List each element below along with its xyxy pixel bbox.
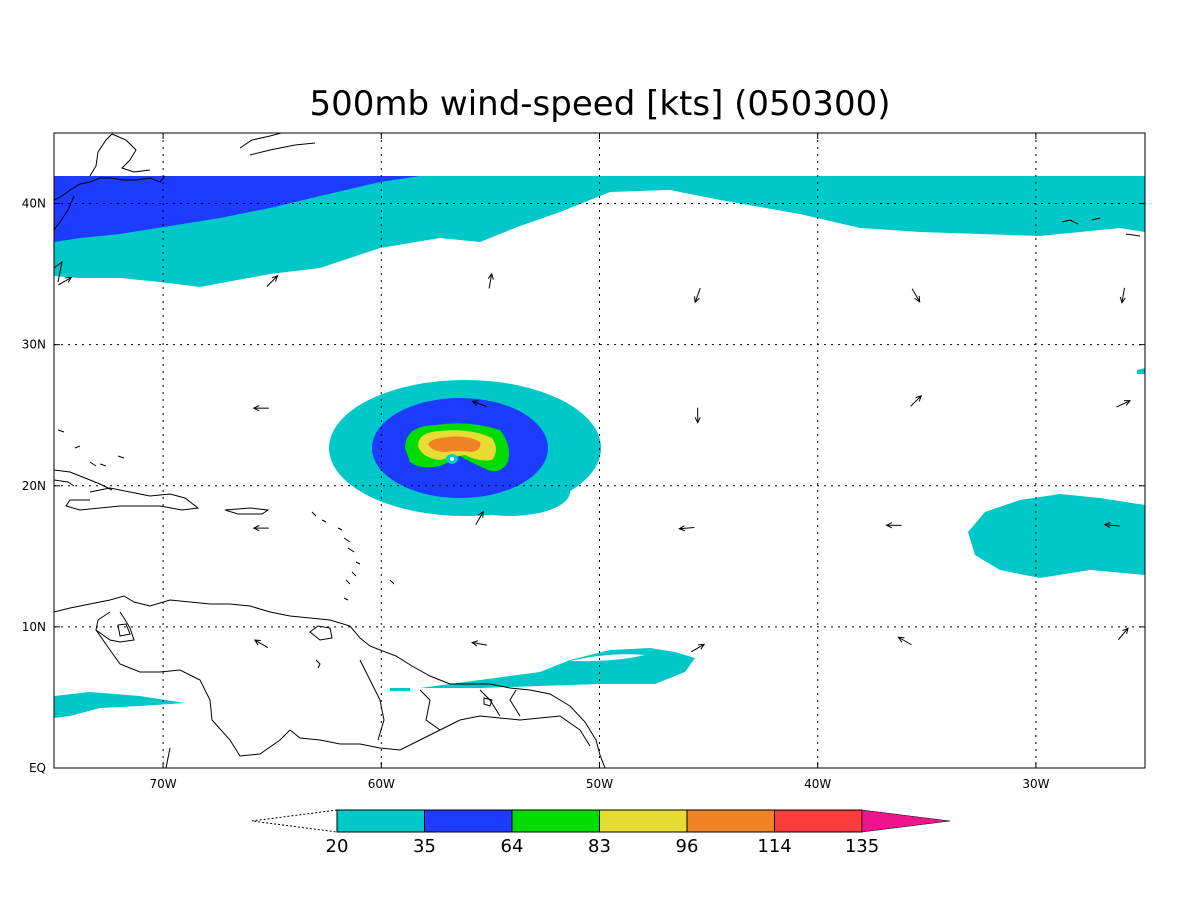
wind-vector xyxy=(471,400,487,407)
colorbar-level-label: 64 xyxy=(501,836,524,857)
lon-tick-label: 30W xyxy=(1022,777,1049,791)
coast-bahamas xyxy=(57,429,125,467)
wind-vectors xyxy=(58,272,1132,653)
lat-tick-label: 30N xyxy=(22,338,46,352)
lon-tick-label: 50W xyxy=(586,777,613,791)
south-strip-hole xyxy=(570,654,645,662)
colorbar-level-label: 114 xyxy=(757,836,791,857)
colorbar-level-label: 135 xyxy=(845,836,879,857)
wind-vector xyxy=(253,639,269,649)
wind-vector xyxy=(678,525,695,532)
colorbar-low-end xyxy=(251,809,338,833)
wind-vector xyxy=(694,407,701,424)
wind-vector xyxy=(885,522,902,529)
coast-north-america xyxy=(54,133,166,201)
wind-vector xyxy=(1119,287,1126,304)
wind-vector xyxy=(475,510,484,525)
colorbar-level-label: 83 xyxy=(588,836,611,857)
graticule xyxy=(54,133,1145,768)
coast-cuba xyxy=(54,469,113,491)
colorbar-level-label: 96 xyxy=(676,836,699,857)
colorbar: 20 35 64 83 96 114 135 xyxy=(251,809,951,857)
lat-tick-label: 10N xyxy=(22,620,46,634)
coast-trinidad xyxy=(309,625,333,641)
coast-south-america xyxy=(54,595,606,768)
longitude-axis: 70W 60W 50W 40W 30W xyxy=(150,133,1050,791)
south-strip-west xyxy=(390,688,410,691)
lat-tick-label: EQ xyxy=(29,761,46,775)
jet-band-20kt xyxy=(54,176,1145,287)
wind-vector xyxy=(694,288,701,304)
colorbar-level-label: 35 xyxy=(413,836,436,857)
wind-vector xyxy=(910,394,923,407)
lon-tick-label: 70W xyxy=(150,777,177,791)
coast-borders xyxy=(95,629,591,768)
storm-ring-96kt xyxy=(428,436,481,452)
wind-vector xyxy=(252,525,269,532)
wind-speed-shading xyxy=(54,176,1145,718)
wind-vector xyxy=(1103,522,1120,529)
lon-tick-label: 40W xyxy=(804,777,831,791)
wind-vector xyxy=(897,636,912,646)
coast-lesser-antilles xyxy=(311,511,395,601)
coast-puerto-rico xyxy=(224,507,270,515)
wind-vector xyxy=(58,276,73,286)
map-title: 500mb wind-speed [kts] (050300) xyxy=(310,84,891,124)
latitude-axis: EQ 10N 20N 30N 40N xyxy=(22,197,1145,775)
wind-vector xyxy=(1117,627,1129,641)
west-strip-20kt xyxy=(54,692,185,718)
coast-islands-small xyxy=(315,217,1141,707)
lat-tick-label: 20N xyxy=(22,479,46,493)
colorbar-swatch xyxy=(774,809,863,833)
colorbar-swatch xyxy=(599,809,688,833)
jet-core-35kt xyxy=(54,176,420,242)
east-blob-20kt xyxy=(968,494,1145,578)
wind-vector xyxy=(487,272,494,289)
wind-vector xyxy=(1116,400,1132,408)
storm-eye-center xyxy=(450,457,454,461)
colorbar-high-end xyxy=(861,809,951,833)
coast-us-east xyxy=(54,195,75,283)
wind-vector xyxy=(266,275,279,287)
colorbar-swatch xyxy=(686,809,775,833)
lat-tick-label: 40N xyxy=(22,197,46,211)
coast-jamaica xyxy=(54,479,75,487)
south-strip-20kt xyxy=(420,648,695,688)
colorbar-swatch xyxy=(336,809,425,833)
lon-tick-label: 60W xyxy=(368,777,395,791)
coast-hispaniola xyxy=(65,487,200,511)
wind-vector xyxy=(690,643,706,653)
coast-venezuela-gulf xyxy=(95,611,135,643)
wind-vector xyxy=(911,288,921,303)
wind-vector xyxy=(470,640,487,647)
colorbar-swatch xyxy=(424,809,513,833)
coastlines xyxy=(54,133,1141,768)
colorbar-level-label: 20 xyxy=(326,836,349,857)
coast-nova-scotia xyxy=(239,133,316,156)
wind-vector xyxy=(252,405,269,412)
east-edge-20kt xyxy=(1137,368,1145,374)
colorbar-swatch xyxy=(511,809,600,833)
